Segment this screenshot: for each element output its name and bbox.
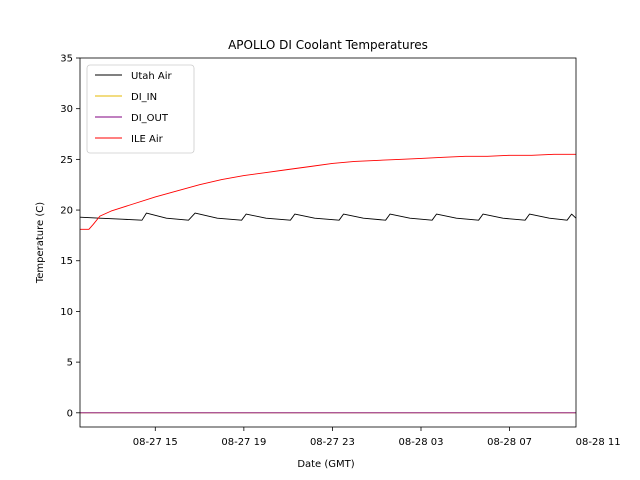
y-axis: 0 5 10 15 20 25 30 35 — [60, 54, 80, 419]
x-tick-label: 08-28 03 — [399, 437, 444, 448]
legend-box — [86, 64, 195, 154]
x-axis: 08-27 15 08-27 19 08-27 23 08-28 03 08-28 07… — [133, 427, 621, 448]
y-tick-label: 5 — [67, 358, 73, 369]
legend-label-ile-air: ILE Air — [131, 134, 164, 145]
series-line-utah-air — [79, 212, 577, 221]
y-tick-label: 30 — [60, 104, 73, 115]
series-layer — [79, 153, 577, 414]
legend-label-di-in: DI_IN — [131, 92, 157, 103]
x-axis-label: Date (GMT) — [297, 459, 354, 470]
y-tick-label: 10 — [60, 307, 73, 318]
legend-label-di-out: DI_OUT — [131, 113, 169, 124]
legend: Utah Air DI_IN DI_OUT ILE Air — [86, 64, 195, 154]
x-tick-label: 08-28 07 — [487, 437, 532, 448]
legend-label-utah-air: Utah Air — [131, 71, 173, 82]
y-tick-label: 0 — [67, 408, 73, 419]
y-tick-label: 35 — [60, 54, 73, 65]
x-tick-label: 08-27 19 — [221, 437, 266, 448]
y-axis-label: Temperature (C) — [35, 202, 46, 284]
x-tick-label: 08-27 23 — [310, 437, 355, 448]
y-tick-label: 25 — [60, 155, 73, 166]
chart-title: APOLLO DI Coolant Temperatures — [228, 38, 428, 52]
x-tick-label: 08-27 15 — [133, 437, 178, 448]
y-tick-label: 20 — [60, 206, 73, 217]
plot-frame — [79, 57, 577, 428]
series-line-ile-air — [80, 153, 576, 230]
x-tick-label: 08-28 11 — [576, 437, 621, 448]
y-tick-label: 15 — [60, 256, 73, 267]
